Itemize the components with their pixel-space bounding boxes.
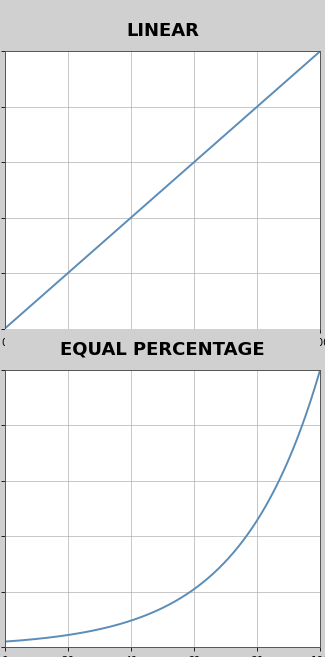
Text: LINEAR: LINEAR [126,22,199,39]
Text: EQUAL PERCENTAGE: EQUAL PERCENTAGE [60,340,265,358]
